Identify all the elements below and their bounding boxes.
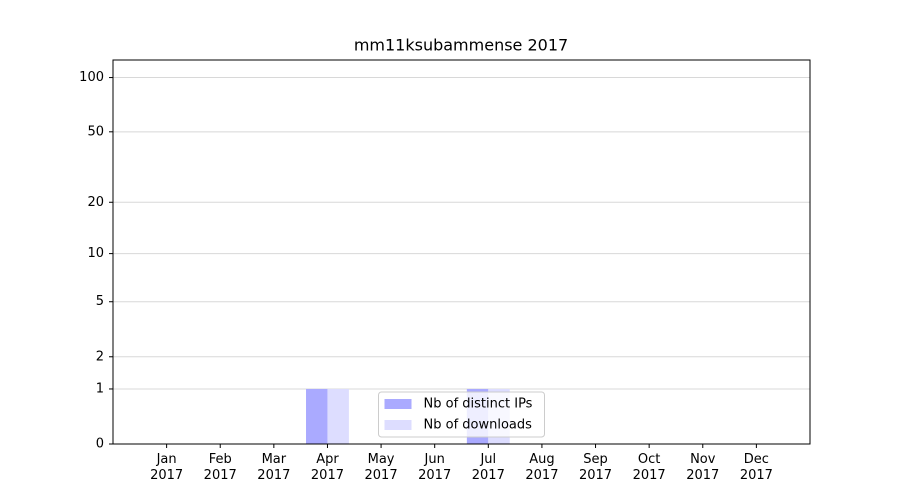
y-tick-label: 100 [79,70,104,85]
y-tick-label: 10 [87,246,104,261]
x-tick-label: May 2017 [364,452,398,483]
legend-swatch [384,420,412,430]
y-tick-label: 5 [96,294,104,309]
x-tick-label: Nov 2017 [686,452,720,483]
legend-label: Nb of downloads [424,418,533,433]
chart-title: mm11ksubammense 2017 [354,36,568,55]
bar [306,388,328,444]
x-tick-label: Feb 2017 [203,452,237,483]
x-tick-label: Oct 2017 [632,452,666,483]
x-tick-label: Dec 2017 [739,452,773,483]
bar [327,388,349,444]
y-tick-label: 0 [96,437,104,452]
x-tick-label: Sep 2017 [578,452,613,483]
y-tick-label: 50 [87,124,104,139]
legend-label: Nb of distinct IPs [424,397,533,412]
x-tick-label: Mar 2017 [257,452,291,483]
legend-swatch [384,399,412,409]
plot-frame [112,59,811,445]
x-tick-label: Jun 2017 [418,452,452,483]
y-tick-label: 1 [96,381,104,396]
x-tick-label: Apr 2017 [310,452,344,483]
y-tick-label: 20 [87,195,104,210]
y-tick-label: 2 [96,349,104,364]
x-tick-label: Aug 2017 [525,452,559,483]
legend-frame [378,391,545,438]
x-tick-label: Jul 2017 [471,452,505,483]
x-tick-label: Jan 2017 [150,452,184,483]
